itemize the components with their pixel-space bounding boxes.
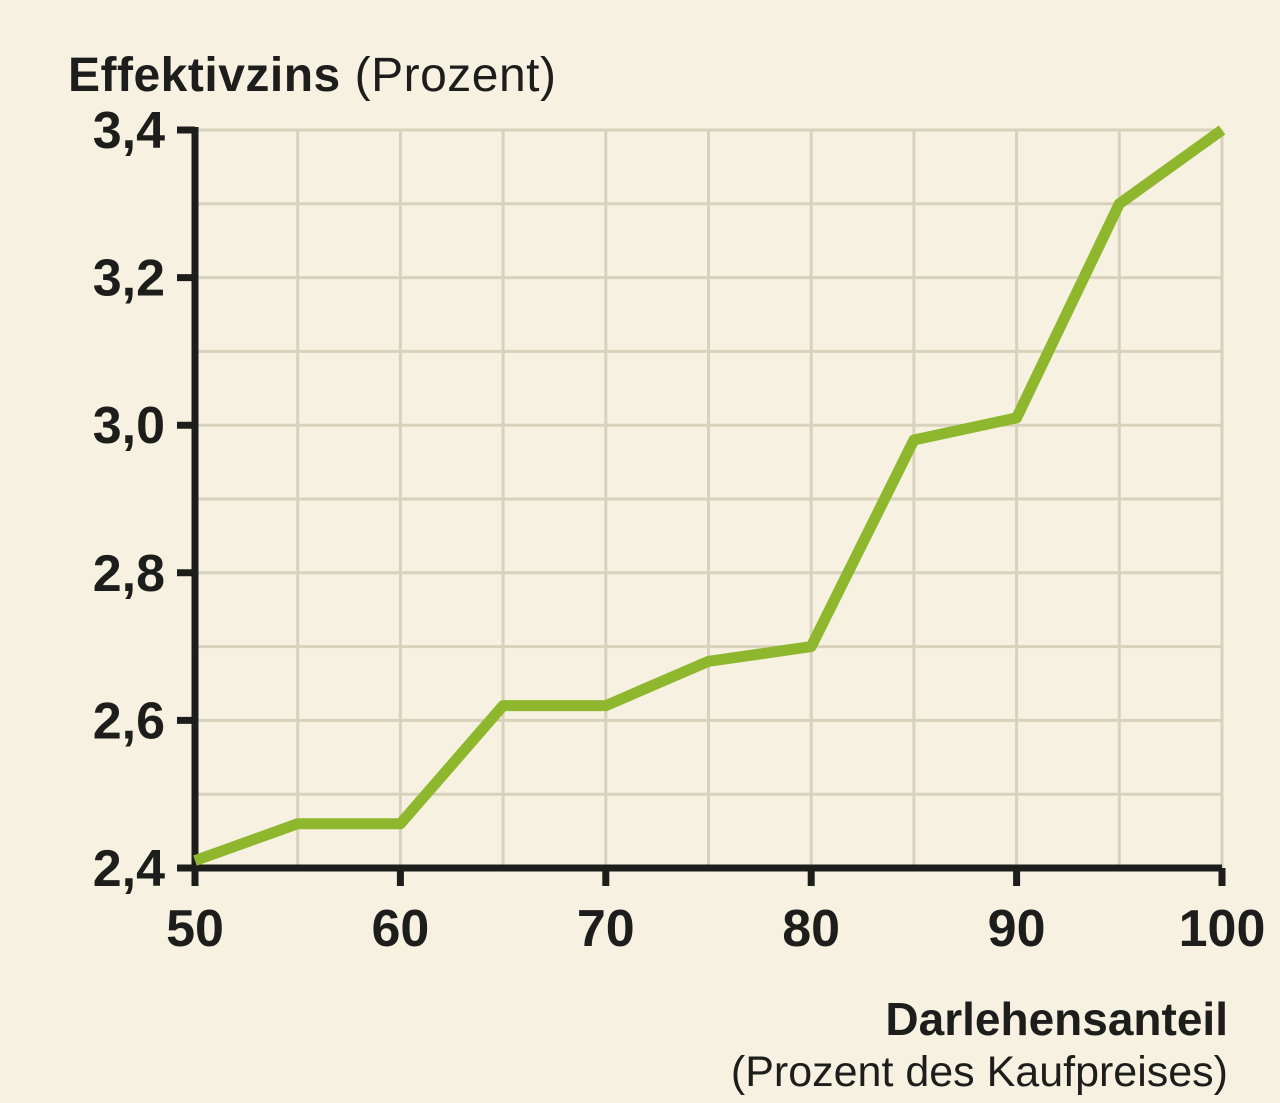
x-tick-label: 90 bbox=[988, 900, 1046, 958]
y-axis-title-unit: (Prozent) bbox=[354, 49, 557, 102]
y-axis-title: Effektivzins (Prozent) bbox=[68, 48, 556, 103]
x-tick-label: 80 bbox=[782, 900, 840, 958]
x-axis-subtitle: (Prozent des Kaufpreises) bbox=[730, 1048, 1228, 1096]
y-axis-title-main: Effektivzins bbox=[68, 49, 341, 102]
y-tick-label: 3,4 bbox=[93, 102, 165, 160]
y-tick-label: 2,6 bbox=[93, 692, 165, 750]
x-tick-label: 50 bbox=[166, 900, 224, 958]
y-tick-label: 3,2 bbox=[93, 250, 165, 308]
y-tick-label: 2,8 bbox=[93, 545, 165, 603]
y-tick-label: 3,0 bbox=[93, 397, 165, 455]
x-axis-title: Darlehensanteil bbox=[885, 993, 1228, 1045]
x-tick-label: 70 bbox=[577, 900, 635, 958]
x-tick-label: 60 bbox=[371, 900, 429, 958]
data-line-effektivzins bbox=[193, 125, 1226, 866]
y-tick-label: 2,4 bbox=[93, 840, 165, 898]
x-tick-label: 100 bbox=[1179, 900, 1266, 958]
